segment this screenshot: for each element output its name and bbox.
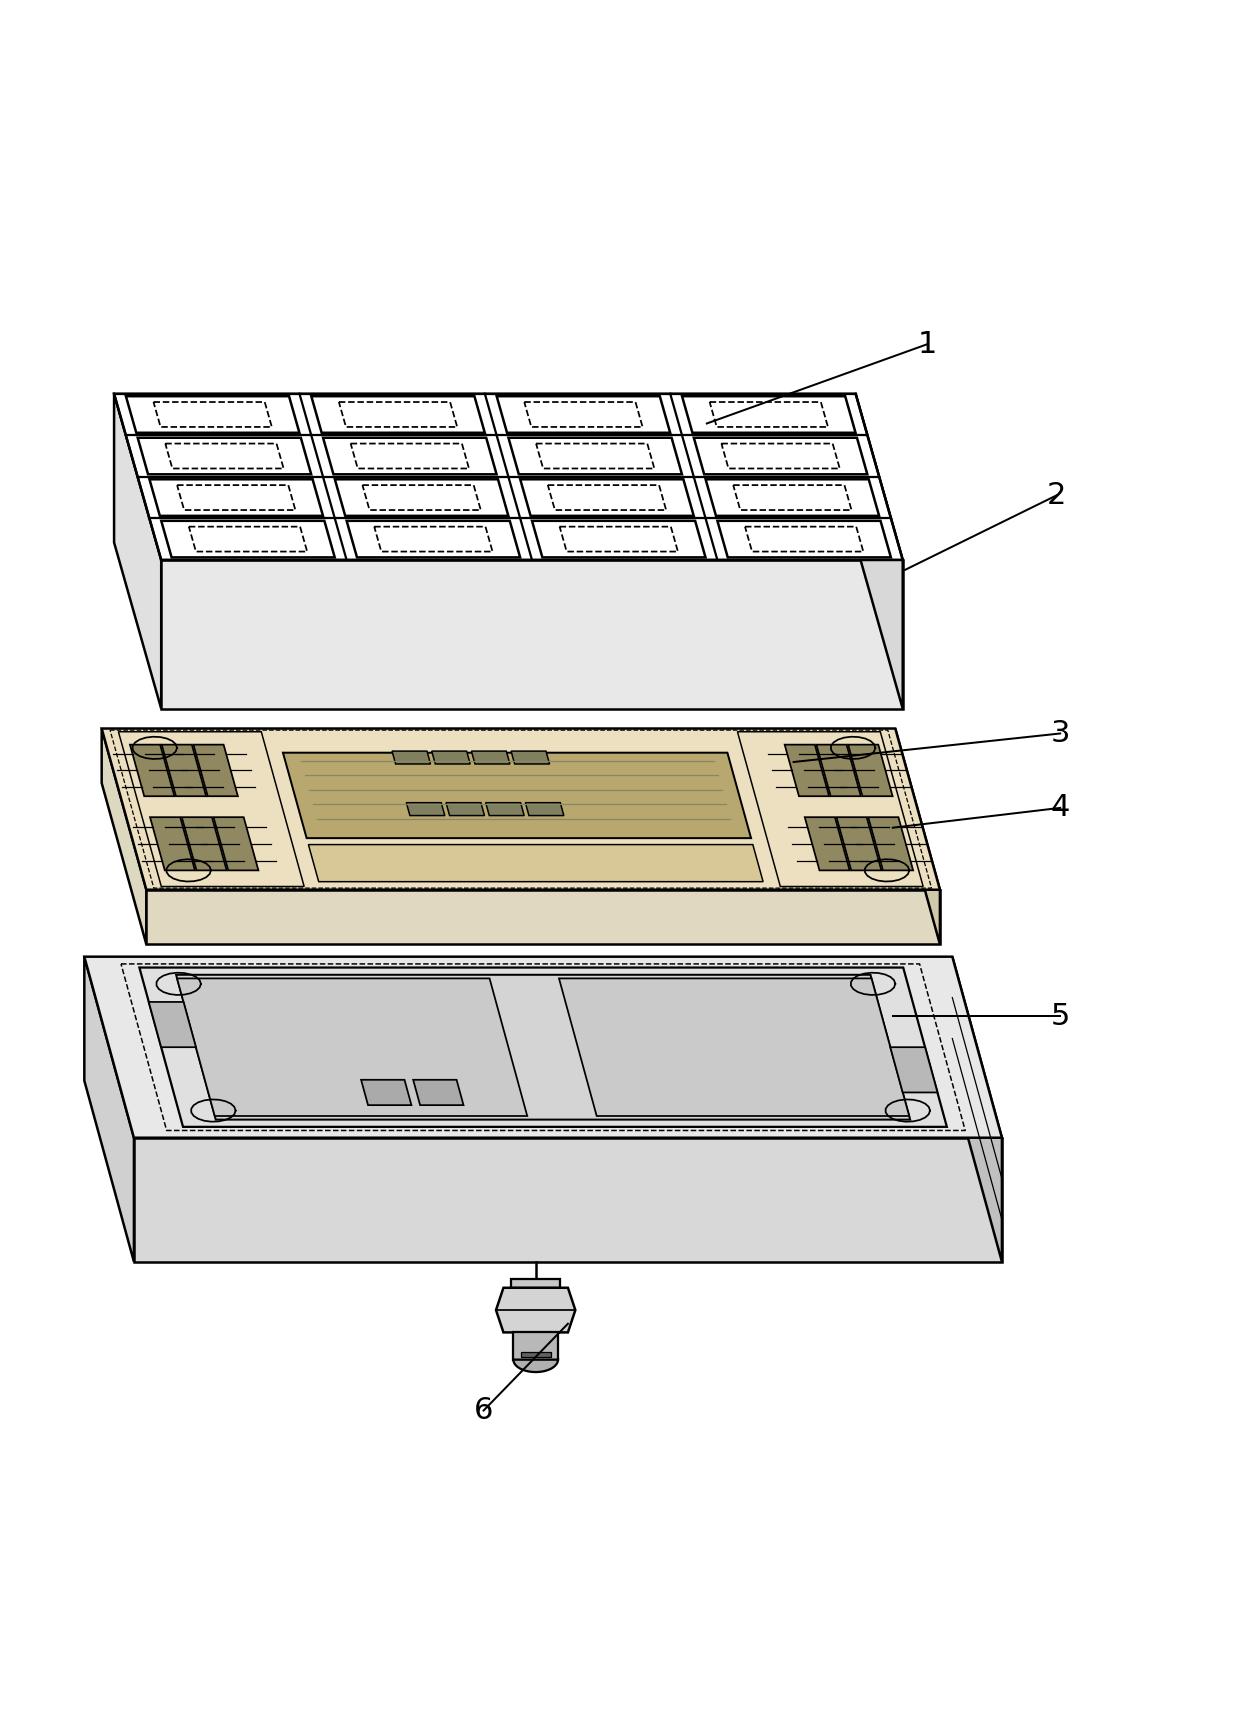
Polygon shape xyxy=(745,527,863,552)
Polygon shape xyxy=(413,1079,464,1105)
Polygon shape xyxy=(508,438,682,474)
Polygon shape xyxy=(347,522,520,557)
Text: 1: 1 xyxy=(918,330,937,359)
Polygon shape xyxy=(895,728,940,944)
Polygon shape xyxy=(536,443,655,469)
Polygon shape xyxy=(339,402,458,428)
Text: 6: 6 xyxy=(474,1395,494,1424)
Polygon shape xyxy=(188,527,308,552)
Polygon shape xyxy=(816,744,861,797)
Polygon shape xyxy=(513,1359,558,1371)
Polygon shape xyxy=(436,855,475,867)
Polygon shape xyxy=(139,968,947,1127)
Polygon shape xyxy=(496,1288,575,1332)
Polygon shape xyxy=(486,802,525,816)
Text: 3: 3 xyxy=(1050,718,1070,747)
Polygon shape xyxy=(868,817,913,870)
Polygon shape xyxy=(102,728,940,889)
Polygon shape xyxy=(682,397,856,433)
Polygon shape xyxy=(154,402,272,428)
Polygon shape xyxy=(559,527,678,552)
Polygon shape xyxy=(521,1353,551,1358)
Polygon shape xyxy=(525,402,642,428)
Polygon shape xyxy=(513,1332,558,1359)
Polygon shape xyxy=(161,744,206,797)
Polygon shape xyxy=(890,1047,937,1093)
Polygon shape xyxy=(146,889,940,944)
Polygon shape xyxy=(952,956,1002,1262)
Polygon shape xyxy=(84,956,134,1262)
Polygon shape xyxy=(706,479,879,516)
Polygon shape xyxy=(397,855,435,867)
Polygon shape xyxy=(130,744,175,797)
Polygon shape xyxy=(84,956,1002,1137)
Polygon shape xyxy=(182,817,227,870)
Polygon shape xyxy=(392,751,430,764)
Polygon shape xyxy=(837,817,882,870)
Polygon shape xyxy=(532,522,706,557)
Polygon shape xyxy=(283,752,751,838)
Polygon shape xyxy=(150,479,322,516)
Polygon shape xyxy=(362,486,481,510)
Text: 4: 4 xyxy=(1050,793,1070,823)
Polygon shape xyxy=(559,978,909,1117)
Polygon shape xyxy=(718,522,890,557)
Polygon shape xyxy=(497,397,670,433)
Polygon shape xyxy=(213,817,258,870)
Polygon shape xyxy=(805,817,849,870)
Polygon shape xyxy=(102,728,146,944)
Polygon shape xyxy=(548,486,666,510)
Polygon shape xyxy=(114,393,903,559)
Polygon shape xyxy=(126,397,299,433)
Polygon shape xyxy=(324,438,496,474)
Polygon shape xyxy=(361,1079,412,1105)
Polygon shape xyxy=(161,559,903,708)
Polygon shape xyxy=(856,393,903,708)
Polygon shape xyxy=(709,402,828,428)
Polygon shape xyxy=(176,975,910,1120)
Polygon shape xyxy=(521,479,693,516)
Polygon shape xyxy=(595,855,634,867)
Polygon shape xyxy=(309,845,763,882)
Polygon shape xyxy=(161,522,335,557)
Polygon shape xyxy=(351,443,469,469)
Polygon shape xyxy=(177,978,527,1117)
Polygon shape xyxy=(150,817,195,870)
Polygon shape xyxy=(149,1002,196,1047)
Polygon shape xyxy=(374,527,492,552)
Text: 5: 5 xyxy=(1050,1002,1070,1031)
Polygon shape xyxy=(511,751,549,764)
Polygon shape xyxy=(407,802,445,816)
Polygon shape xyxy=(526,802,564,816)
Polygon shape xyxy=(432,751,470,764)
Polygon shape xyxy=(511,1279,560,1288)
Polygon shape xyxy=(446,802,485,816)
Polygon shape xyxy=(733,486,852,510)
Polygon shape xyxy=(785,744,830,797)
Polygon shape xyxy=(694,438,867,474)
Polygon shape xyxy=(138,438,311,474)
Polygon shape xyxy=(177,486,295,510)
Polygon shape xyxy=(165,443,284,469)
Polygon shape xyxy=(311,397,485,433)
Polygon shape xyxy=(335,479,508,516)
Polygon shape xyxy=(848,744,893,797)
Text: 2: 2 xyxy=(1047,481,1066,510)
Polygon shape xyxy=(722,443,839,469)
Polygon shape xyxy=(193,744,238,797)
Polygon shape xyxy=(471,751,510,764)
Polygon shape xyxy=(114,393,161,708)
Polygon shape xyxy=(556,855,594,867)
Polygon shape xyxy=(134,1137,1002,1262)
